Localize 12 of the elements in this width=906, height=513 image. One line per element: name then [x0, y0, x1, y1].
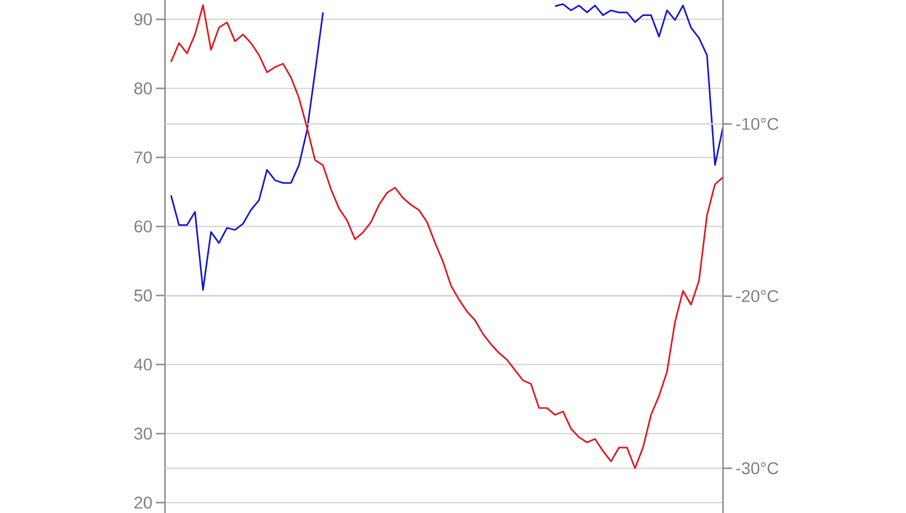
y-tick-label: 40 — [134, 358, 152, 371]
y2-tick-label: -20°C — [736, 290, 778, 302]
y-tick-label: 30 — [134, 428, 152, 440]
line-series — [170, 4, 724, 470]
y2-tick-label: -30°C — [736, 462, 778, 474]
y-tick-label: 50 — [134, 290, 152, 302]
y2-tick-label: -10°C — [736, 118, 778, 130]
y-tick-label: 80 — [134, 82, 152, 94]
y-tick-label: 70 — [134, 151, 152, 164]
y-tick-label: 90 — [134, 13, 152, 26]
y-tick-label: 20 — [134, 496, 152, 509]
y-tick-label: 60 — [134, 220, 152, 232]
